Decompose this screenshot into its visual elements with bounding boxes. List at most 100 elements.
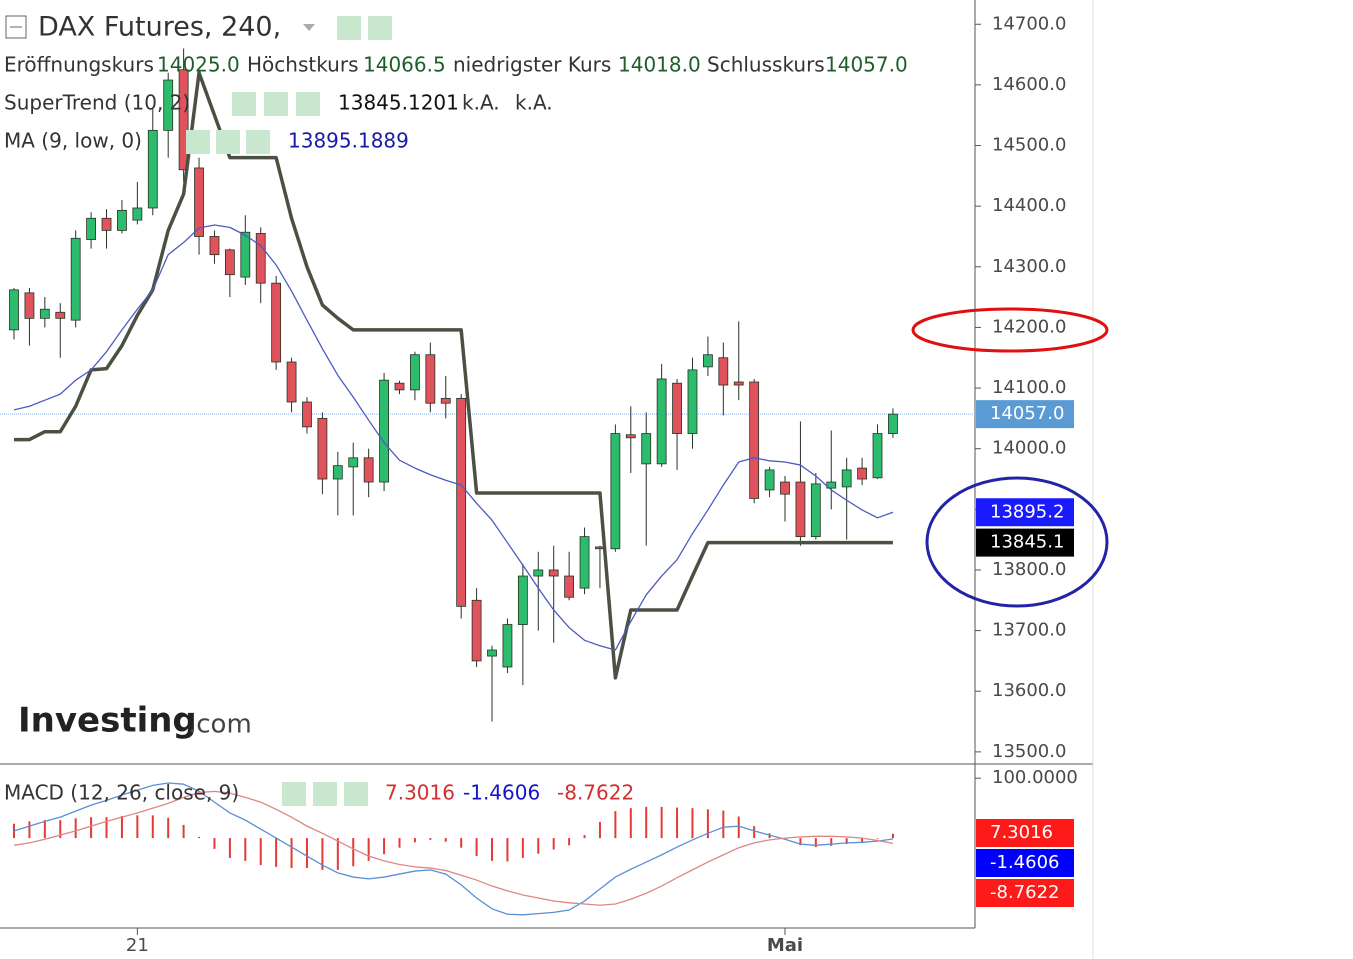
watermark: Investing .com: [18, 701, 252, 741]
y-tick-label: 13800.0: [992, 559, 1066, 580]
indicator-name: MACD (12, 26, close, 9): [4, 781, 239, 805]
indicator-badge-text: -1.4606: [990, 852, 1059, 873]
candle-body: [379, 379, 389, 483]
indicator-value: 13845.1201: [338, 91, 459, 115]
indicator-value: 13895.1889: [288, 129, 409, 153]
candle-body: [317, 417, 328, 480]
candle-body: [9, 289, 19, 331]
candle-body: [810, 483, 821, 538]
candle-body: [703, 354, 713, 368]
candle-body: [687, 369, 698, 434]
indicator-value: k.A.: [462, 91, 500, 115]
y-tick-label: 13500.0: [992, 741, 1066, 762]
candle-body: [194, 167, 204, 237]
candle-body: [857, 467, 867, 480]
candle-body: [255, 233, 266, 284]
candle-body: [564, 575, 575, 598]
candle-body: [132, 207, 143, 221]
plot-area: [0, 48, 975, 916]
highlight-ellipse: [925, 476, 1109, 608]
eye-icon[interactable]: [337, 16, 361, 40]
candle-body: [502, 624, 513, 668]
candle-body: [718, 357, 729, 386]
indicator-badge-text: 7.3016: [990, 822, 1053, 843]
y-tick-label: 14200.0: [992, 316, 1066, 337]
candle-body: [240, 231, 251, 278]
candle-body: [795, 481, 806, 538]
eye-icon[interactable]: [186, 130, 210, 154]
watermark-domain: .com: [188, 710, 252, 740]
y-tick-label: 14500.0: [992, 135, 1066, 156]
candle-body: [733, 381, 744, 386]
candle-body: [764, 469, 775, 491]
legend-label: Eröffnungskurs: [4, 53, 154, 77]
candle-body: [178, 69, 189, 171]
close-icon[interactable]: [344, 782, 368, 806]
indicator-value: 7.3016: [385, 781, 455, 805]
candle-body: [780, 481, 790, 495]
gear-icon[interactable]: [368, 16, 392, 40]
gear-icon[interactable]: [264, 92, 288, 116]
y-tick-label: 14100.0: [992, 377, 1066, 398]
y-tick-label: 14300.0: [992, 256, 1066, 277]
indicator-badge-text: 13845.1: [990, 532, 1064, 553]
y-tick-label: 14000.0: [992, 438, 1066, 459]
eye-icon[interactable]: [232, 92, 256, 116]
candle-body: [456, 397, 467, 607]
dropdown-arrow[interactable]: [303, 24, 315, 31]
candle-body: [24, 292, 35, 319]
candle-body: [625, 434, 636, 439]
legend-label: Höchstkurs: [247, 53, 359, 77]
candle-body: [302, 401, 312, 428]
y-tick-label: 13600.0: [992, 680, 1066, 701]
candle-body: [163, 79, 174, 131]
last-price-badge-text: 14057.0: [990, 403, 1064, 424]
legend-header: DAX Futures, 240, Eröffnungskurs 14025.0…: [4, 12, 908, 806]
candle-body: [641, 433, 652, 465]
candle-body: [440, 397, 451, 404]
candle-body: [579, 536, 590, 589]
indicator-line: [14, 71, 893, 680]
candle-body: [749, 381, 760, 499]
candle-body: [209, 236, 220, 256]
indicator-badge: [976, 849, 1074, 877]
indicator-name: MA (9, low, 0): [4, 129, 142, 153]
collapse-icon[interactable]: [5, 15, 27, 39]
y-tick-label: 13700.0: [992, 620, 1066, 641]
x-tick-label: Mai: [767, 935, 803, 956]
close-icon[interactable]: [246, 130, 270, 154]
candle-body: [363, 457, 374, 483]
candle-body: [271, 282, 282, 363]
legend-value: 14025.0: [157, 53, 240, 77]
indicator-badge-text: 13895.2: [990, 501, 1064, 522]
indicator-badge: [976, 498, 1074, 527]
candle-body: [841, 469, 852, 488]
candle-body: [872, 433, 883, 479]
candle-body: [487, 649, 497, 657]
legend-label: niedrigster Kurs: [453, 53, 611, 77]
candle-body: [224, 249, 235, 276]
watermark-brand: Investing: [18, 701, 197, 741]
legend-value: 14018.0: [618, 53, 701, 77]
indicator-value: -8.7622: [557, 781, 634, 805]
close-icon[interactable]: [296, 92, 320, 116]
candle-body: [117, 210, 127, 231]
macd-line: [13, 790, 894, 906]
gear-icon[interactable]: [313, 782, 337, 806]
x-tick-label: 21: [126, 935, 149, 956]
gear-icon[interactable]: [216, 130, 240, 154]
indicator-badge: [976, 819, 1074, 847]
eye-icon[interactable]: [282, 782, 306, 806]
candle-body: [147, 129, 158, 209]
candle-body: [332, 465, 343, 480]
legend-value: 14057.0: [825, 53, 908, 77]
candle-body: [533, 569, 544, 577]
candle-body: [672, 382, 682, 434]
candle-body: [471, 599, 482, 662]
chart-title: DAX Futures, 240,: [38, 12, 281, 43]
candle-body: [86, 217, 96, 240]
indicator-value: k.A.: [515, 91, 553, 115]
